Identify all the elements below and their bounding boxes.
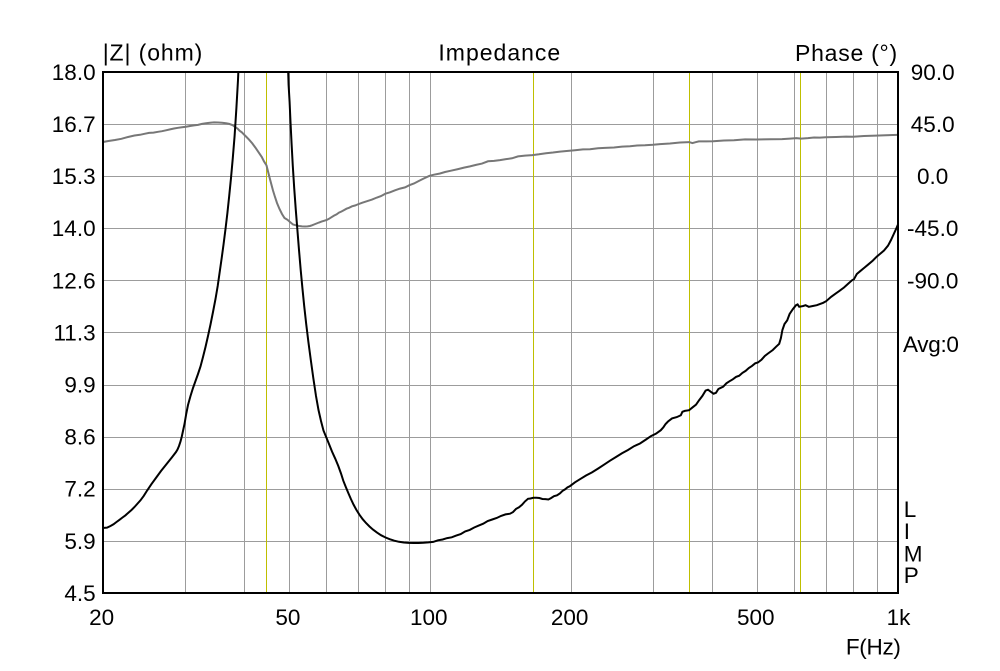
svg-text:-45.0: -45.0 (907, 216, 958, 241)
svg-text:5.9: 5.9 (64, 529, 95, 554)
svg-text:50: 50 (275, 605, 300, 630)
svg-text:I: I (904, 519, 910, 544)
svg-text:Avg:0: Avg:0 (903, 332, 959, 357)
svg-text:7.2: 7.2 (64, 477, 95, 502)
svg-text:11.3: 11.3 (53, 320, 95, 345)
svg-text:9.9: 9.9 (64, 373, 95, 398)
svg-text:90.0: 90.0 (911, 60, 955, 85)
svg-text:45.0: 45.0 (911, 112, 955, 137)
svg-text:L: L (904, 497, 917, 522)
svg-text:F(Hz): F(Hz) (846, 634, 901, 659)
svg-text:P: P (904, 563, 919, 588)
svg-text:18.0: 18.0 (52, 60, 96, 85)
svg-text:15.3: 15.3 (52, 164, 96, 189)
svg-text:Impedance: Impedance (438, 40, 561, 66)
svg-text:8.6: 8.6 (64, 425, 95, 450)
svg-text:1k: 1k (887, 605, 912, 630)
svg-text:12.6: 12.6 (52, 268, 96, 293)
svg-text:500: 500 (737, 605, 775, 630)
svg-text:4.5: 4.5 (64, 581, 95, 606)
svg-text:|Z| (ohm): |Z| (ohm) (103, 39, 204, 65)
svg-text:14.0: 14.0 (52, 216, 96, 241)
svg-text:20: 20 (89, 605, 114, 630)
svg-text:0.0: 0.0 (917, 164, 948, 189)
svg-text:100: 100 (410, 605, 448, 630)
svg-text:200: 200 (551, 605, 589, 630)
svg-text:Phase (°): Phase (°) (795, 40, 898, 66)
svg-text:M: M (904, 541, 923, 566)
svg-text:16.7: 16.7 (52, 112, 96, 137)
svg-text:-90.0: -90.0 (907, 268, 958, 293)
